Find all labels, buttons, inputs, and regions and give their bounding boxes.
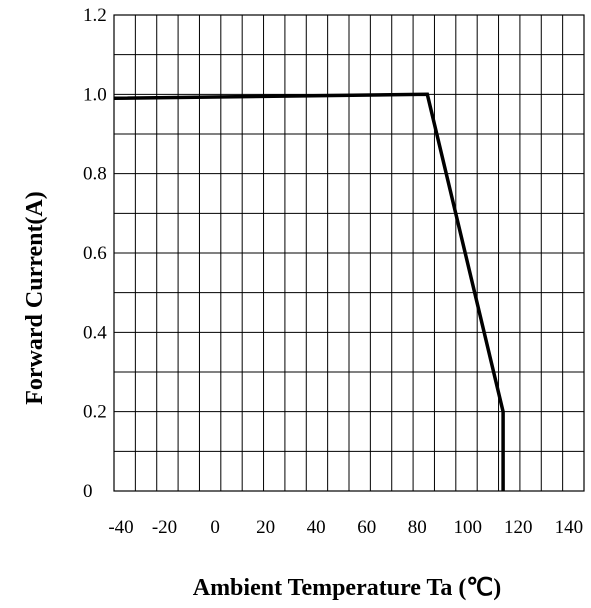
x-tick-label: -40 bbox=[108, 517, 133, 538]
grid bbox=[114, 15, 584, 491]
y-tick-label: 1.0 bbox=[83, 84, 107, 105]
y-tick-label: 0 bbox=[83, 481, 93, 502]
x-tick-label: 80 bbox=[408, 517, 427, 538]
x-tick-labels: -40 -20 0 20 40 60 80 100 120 140 bbox=[108, 517, 583, 538]
x-tick-label: 40 bbox=[307, 517, 326, 538]
x-tick-label: -20 bbox=[152, 517, 177, 538]
y-tick-label: 0.4 bbox=[83, 322, 107, 343]
x-tick-label: 0 bbox=[210, 517, 220, 538]
x-tick-label: 120 bbox=[504, 517, 533, 538]
y-tick-label: 0.6 bbox=[83, 243, 107, 264]
x-tick-label: 60 bbox=[357, 517, 376, 538]
x-tick-label: 20 bbox=[256, 517, 275, 538]
x-tick-label: 140 bbox=[555, 517, 584, 538]
y-tick-label: 1.2 bbox=[83, 5, 107, 26]
x-axis-title: Ambient Temperature Ta (℃) bbox=[193, 575, 502, 601]
series-layer bbox=[113, 92, 505, 491]
x-tick-label: 100 bbox=[454, 517, 483, 538]
y-tick-label: 0.2 bbox=[83, 402, 107, 423]
y-axis-title: Forward Current(A) bbox=[22, 191, 48, 405]
y-tick-labels: 0 0.2 0.4 0.6 0.8 1.0 1.2 bbox=[83, 5, 107, 502]
y-tick-label: 0.8 bbox=[83, 164, 107, 185]
series-line bbox=[113, 92, 505, 491]
plot-frame bbox=[113, 14, 585, 492]
